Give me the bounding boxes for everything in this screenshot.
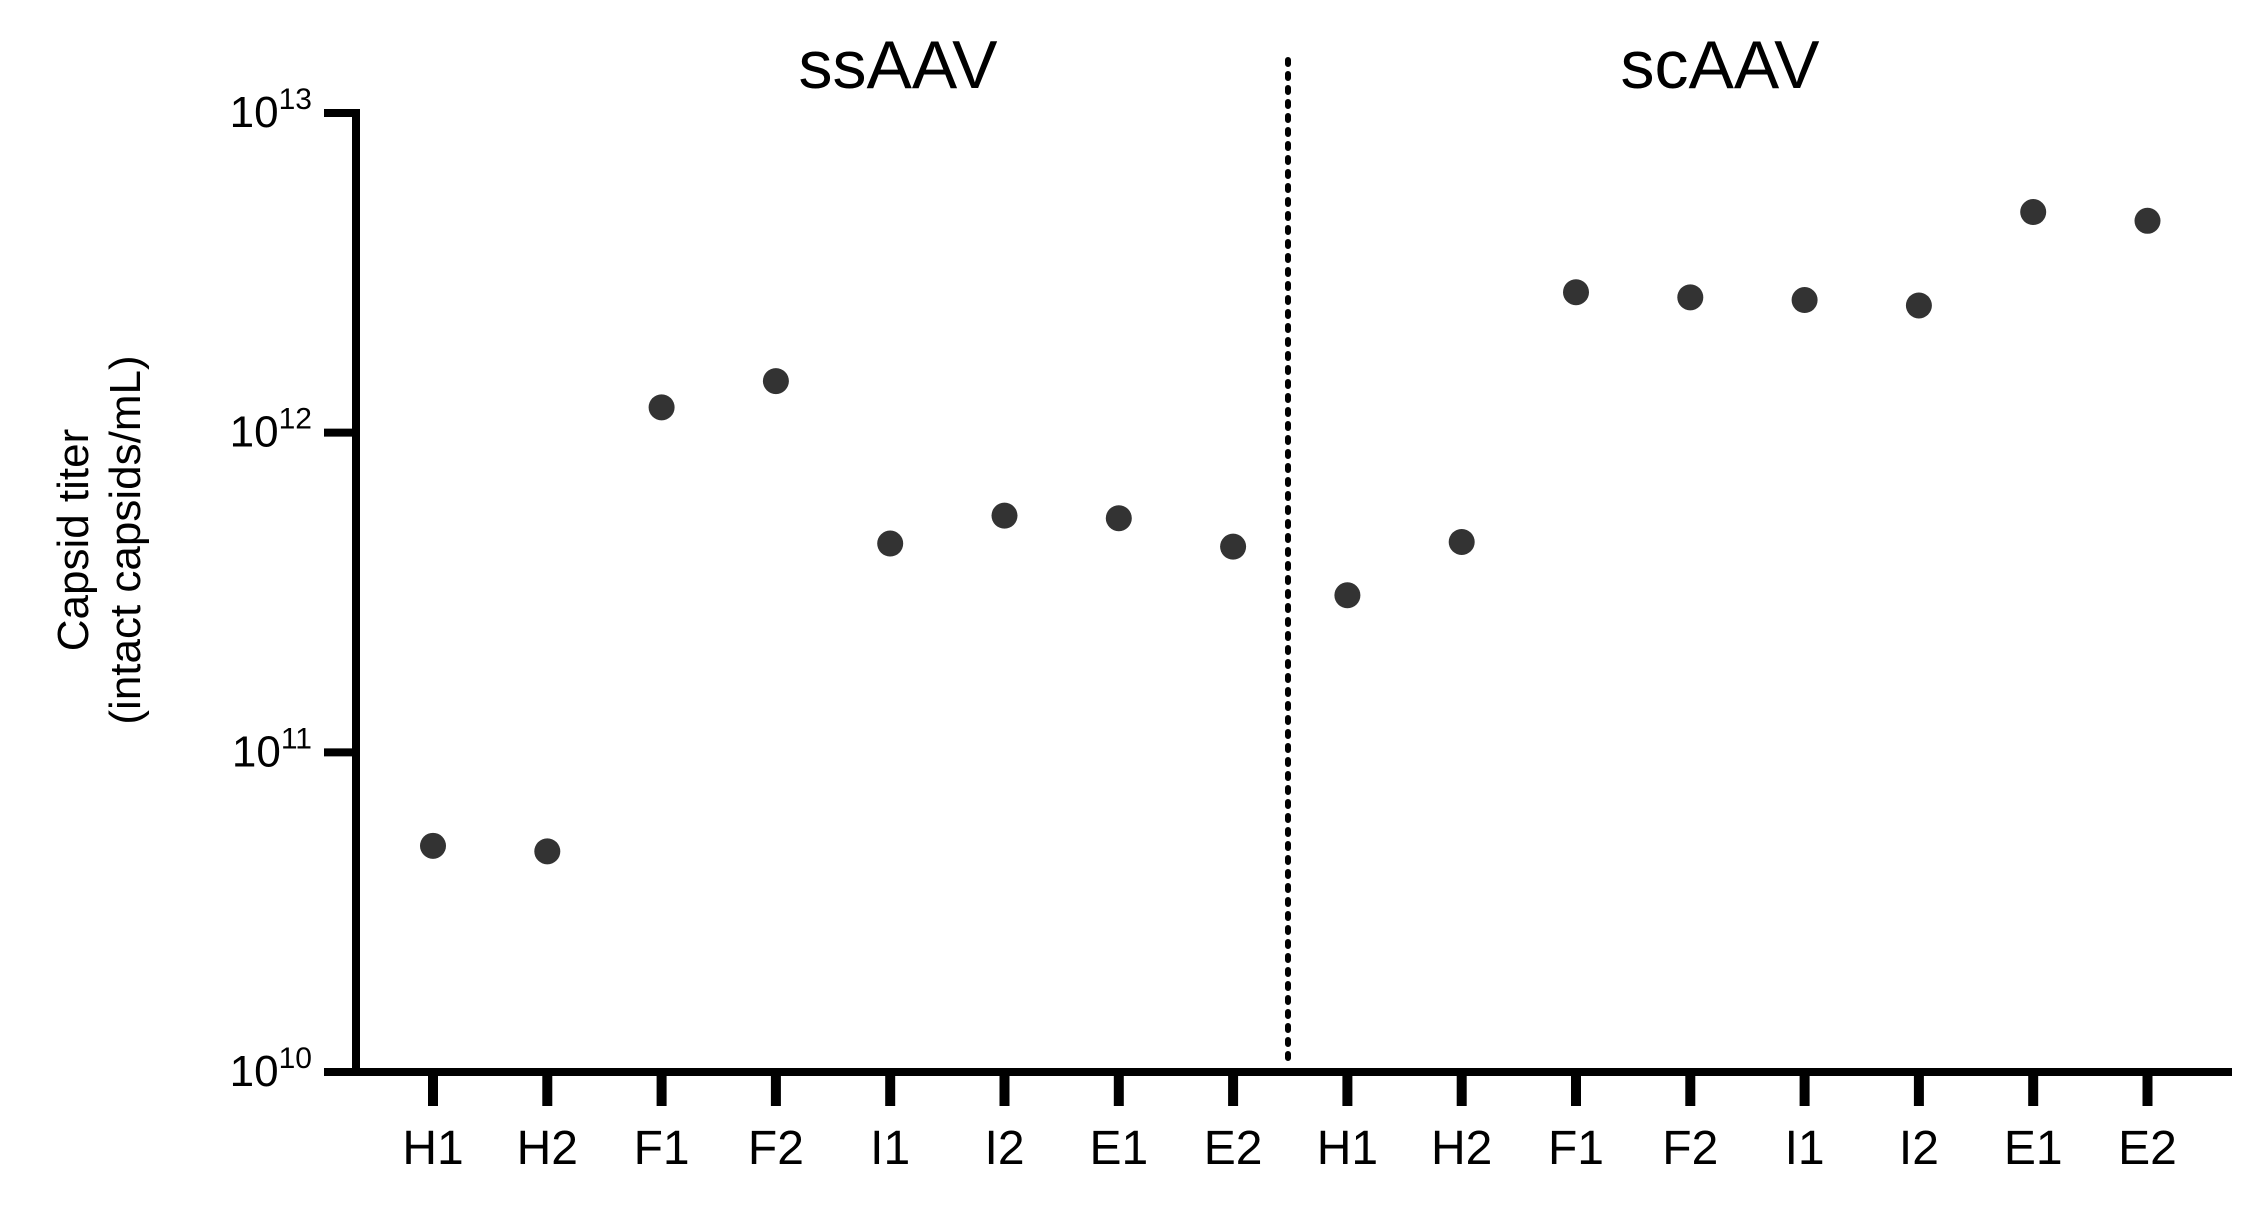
x-tick-label: I1 (870, 1122, 910, 1175)
x-tick-label: F2 (1662, 1122, 1718, 1175)
x-tick-label: H2 (1431, 1122, 1492, 1175)
x-tick-label: E1 (2004, 1122, 2063, 1175)
y-axis-title-line1: Capsid titer (49, 429, 98, 652)
data-point (2134, 207, 2161, 234)
data-point (991, 502, 1018, 529)
data-point (534, 838, 561, 865)
axes (352, 57, 2232, 1076)
x-tick-label: I2 (984, 1122, 1024, 1175)
x-tick-label: E1 (1089, 1122, 1148, 1175)
y-axis-title-line2: (intact capsids/mL) (101, 355, 150, 724)
data-point (1334, 582, 1361, 609)
group-label: ssAAV (798, 27, 998, 103)
x-tick-label: E2 (2118, 1122, 2177, 1175)
tick-labels: 1010 1011 1012 1013 H1 H2 F1 F2 I1 I2 E1 E2 H1 H2 F1 F2… (230, 83, 2177, 1175)
x-tick-label: F1 (634, 1122, 690, 1175)
y-tick-label: 1010 (230, 1042, 312, 1096)
data-point (1105, 505, 1132, 532)
x-tick-label: H1 (402, 1122, 463, 1175)
tick-marks (324, 109, 2153, 1106)
data-point (648, 394, 675, 421)
data-point (420, 832, 446, 859)
data-point (1677, 284, 1704, 311)
group-labels: ssAAV scAAV (798, 27, 1820, 103)
data-point (762, 368, 789, 395)
y-tick-label: 1012 (230, 403, 312, 457)
data-point (877, 530, 904, 557)
y-tick-label: 1011 (232, 722, 312, 776)
x-tick-label: I2 (1899, 1122, 1939, 1175)
x-tick-label: H1 (1317, 1122, 1378, 1175)
y-axis-title: Capsid titer (intact capsids/mL) (49, 355, 150, 724)
x-tick-label: H2 (517, 1122, 578, 1175)
data-point (2020, 199, 2047, 226)
y-tick-label: 1013 (230, 83, 312, 137)
x-tick-label: E2 (1204, 1122, 1263, 1175)
data-point (1791, 287, 1818, 314)
x-tick-label: F1 (1548, 1122, 1604, 1175)
data-point (1448, 528, 1475, 555)
data-point (1563, 279, 1589, 306)
group-label: scAAV (1620, 27, 1820, 103)
x-tick-label: I1 (1785, 1122, 1825, 1175)
data-points (420, 199, 2161, 865)
data-point (1220, 533, 1247, 560)
data-point (1905, 292, 1932, 319)
x-tick-label: F2 (748, 1122, 804, 1175)
